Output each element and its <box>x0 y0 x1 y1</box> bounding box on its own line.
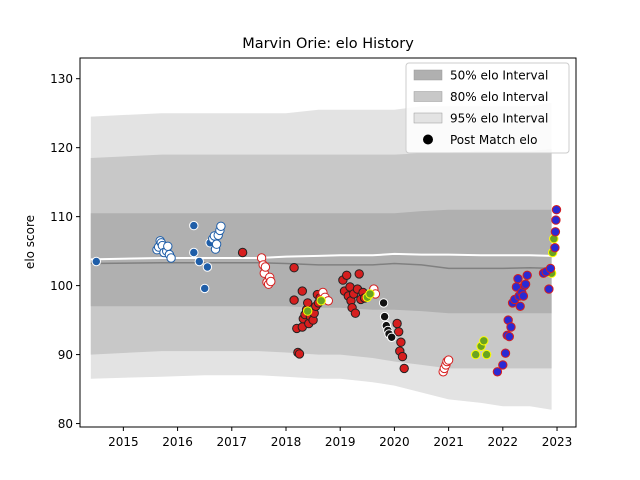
legend-swatch <box>413 112 443 124</box>
legend: 50% elo Interval 80% elo Interval 95% elo … <box>405 62 570 154</box>
data-point <box>289 295 299 305</box>
x-tick-label: 2017 <box>217 435 248 449</box>
x-tick-label: 2020 <box>379 435 410 449</box>
data-point <box>492 367 503 377</box>
point-group-3 <box>256 253 454 377</box>
data-point <box>520 279 531 289</box>
data-point <box>479 336 489 346</box>
data-point <box>396 337 406 347</box>
chart-title: Marvin Orie: elo History <box>242 36 414 52</box>
y-tick-label: 120 <box>50 141 73 155</box>
data-point <box>354 269 364 279</box>
plot-frame <box>79 57 577 428</box>
point-group-0 <box>91 220 215 294</box>
data-point <box>166 253 176 263</box>
data-point <box>163 241 173 252</box>
data-point <box>498 360 508 370</box>
data-point <box>202 262 213 272</box>
data-point <box>394 327 404 337</box>
data-point <box>237 247 248 258</box>
data-point <box>544 284 554 294</box>
data-point <box>551 205 562 215</box>
data-point <box>471 349 481 360</box>
data-point <box>211 239 222 249</box>
y-axis-label: elo score <box>23 215 37 269</box>
data-point <box>289 263 299 273</box>
data-point <box>316 296 326 306</box>
data-point <box>397 351 408 362</box>
data-point <box>260 262 271 272</box>
y-tick-label: 90 <box>58 348 73 362</box>
legend-swatch <box>413 69 443 81</box>
legend-label: 50% elo Interval <box>450 69 548 83</box>
data-point <box>513 274 523 284</box>
data-point <box>545 263 556 274</box>
data-point <box>387 332 397 342</box>
x-tick-label: 2016 <box>162 435 193 449</box>
data-point <box>550 243 560 253</box>
data-point <box>91 256 102 267</box>
data-point <box>506 322 516 332</box>
y-tick-label: 130 <box>50 72 73 86</box>
data-point <box>266 276 276 287</box>
x-tick-label: 2019 <box>325 435 356 449</box>
y-tick-label: 100 <box>50 279 73 293</box>
data-point <box>392 318 402 329</box>
data-point <box>303 298 313 308</box>
y-axis: 80 90 100 110 120 130 <box>50 72 80 431</box>
data-point <box>297 286 307 296</box>
data-point <box>522 270 532 280</box>
data-point <box>550 227 561 237</box>
data-point <box>379 311 390 322</box>
data-point <box>342 270 352 280</box>
x-tick-label: 2021 <box>433 435 464 449</box>
point-group-5 <box>378 298 397 342</box>
data-point <box>350 308 361 318</box>
data-point <box>399 363 409 374</box>
data-point <box>378 298 389 308</box>
data-point <box>200 283 210 294</box>
data-point <box>303 306 313 316</box>
legend-label: 95% elo Interval <box>450 112 548 126</box>
data-point <box>518 291 529 301</box>
data-point <box>500 348 511 358</box>
legend-box <box>405 62 570 154</box>
point-group-1 <box>152 221 226 263</box>
data-point <box>189 220 199 231</box>
x-tick-label: 2018 <box>271 435 302 449</box>
x-tick-label: 2022 <box>488 435 519 449</box>
plot-area <box>79 57 577 428</box>
data-point <box>443 355 454 365</box>
legend-label: 80% elo Interval <box>450 90 548 104</box>
point-group-6 <box>492 205 562 377</box>
data-point <box>515 301 525 311</box>
legend-swatch <box>413 91 443 102</box>
data-point <box>216 221 226 232</box>
data-point <box>504 331 514 342</box>
y-tick-label: 80 <box>58 417 73 431</box>
x-axis: 2015 2016 2017 2018 2019 2020 2021 2022 2023 <box>108 427 572 449</box>
data-point <box>481 349 492 360</box>
data-point <box>194 256 205 267</box>
median-line <box>90 262 552 270</box>
data-point <box>189 247 199 258</box>
mean-line <box>90 252 552 261</box>
x-tick-label: 2023 <box>542 435 573 449</box>
data-point <box>365 289 375 299</box>
legend-label: Post Match elo <box>450 133 537 147</box>
x-tick-label: 2015 <box>108 435 139 449</box>
legend-marker <box>423 134 433 145</box>
data-point <box>551 215 561 225</box>
data-point <box>294 349 305 359</box>
y-tick-label: 110 <box>50 210 73 224</box>
